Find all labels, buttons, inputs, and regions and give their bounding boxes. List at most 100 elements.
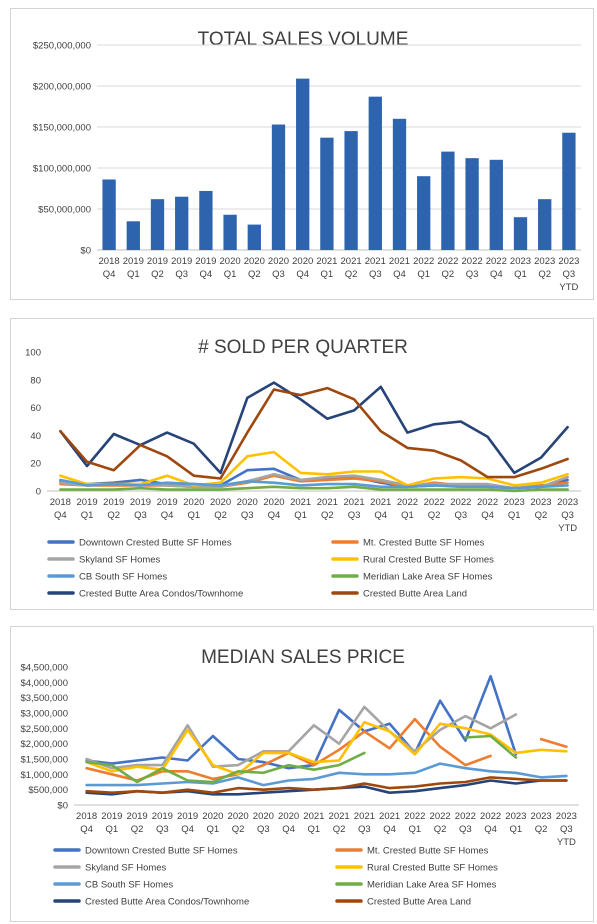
x-tick-label: 2023 — [556, 811, 577, 822]
x-tick-label: Q2 — [131, 824, 144, 835]
series-line — [85, 751, 366, 784]
x-tick-label: Q1 — [308, 824, 321, 835]
x-tick-label: Q4 — [282, 824, 295, 835]
x-tick-label: Q2 — [442, 269, 455, 280]
legend-label: Mt. Crested Butte SF Homes — [363, 538, 485, 549]
x-tick-label: YTD — [558, 523, 577, 534]
bar — [102, 179, 116, 250]
x-tick-label: 2019 — [147, 256, 168, 267]
series-line — [539, 737, 568, 748]
x-tick-label: Q1 — [409, 824, 422, 835]
bar — [271, 124, 286, 250]
y-tick-label: $0 — [80, 246, 91, 257]
bar — [513, 217, 528, 250]
x-tick-label: Q4 — [181, 824, 194, 835]
x-tick-label: Q1 — [188, 510, 201, 521]
bar — [223, 214, 237, 250]
x-tick-label: Q4 — [103, 269, 116, 280]
x-tick-label: Q3 — [156, 824, 169, 835]
x-tick-label: 2021 — [329, 811, 350, 822]
bar — [320, 137, 334, 250]
x-tick-label: 2019 — [103, 497, 124, 508]
series-line — [59, 450, 569, 487]
x-tick-label: Q4 — [490, 269, 503, 280]
x-tick-label: 2022 — [413, 256, 434, 267]
y-tick-label: $150,000,000 — [33, 123, 91, 134]
legend-label: Skyland SF Homes — [79, 555, 161, 566]
y-tick-label: $200,000,000 — [33, 82, 91, 93]
x-tick-label: Q1 — [127, 269, 140, 280]
x-tick-label: 2022 — [462, 256, 483, 267]
x-tick-label: 2022 — [430, 811, 451, 822]
legend-label: Crested Butte Area Land — [363, 589, 467, 600]
legend-label: CB South SF Homes — [79, 572, 167, 583]
x-tick-label: Q3 — [257, 824, 270, 835]
x-tick-label: 2020 — [220, 256, 241, 267]
x-tick-label: Q2 — [535, 510, 548, 521]
legend-label: Crested Butte Area Condos/Townhome — [85, 897, 249, 908]
x-tick-label: Q3 — [241, 510, 254, 521]
y-tick-label: $2,000,000 — [20, 739, 68, 750]
x-tick-label: Q4 — [200, 269, 213, 280]
series-line — [85, 776, 568, 794]
x-tick-label: Q2 — [151, 269, 164, 280]
x-tick-label: 2021 — [389, 256, 410, 267]
x-tick-label: Q1 — [417, 269, 430, 280]
legend-label: Crested Butte Area Condos/Townhome — [79, 589, 243, 600]
x-tick-label: Q4 — [374, 510, 387, 521]
x-tick-label: Q2 — [107, 510, 120, 521]
x-tick-label: Q3 — [455, 510, 468, 521]
y-tick-label: $3,500,000 — [20, 693, 68, 704]
y-tick-label: 40 — [30, 431, 41, 442]
series-line — [59, 478, 569, 490]
bar — [392, 118, 407, 250]
y-tick-label: $4,000,000 — [20, 678, 68, 689]
x-tick-label: 2023 — [530, 497, 551, 508]
x-tick-label: 2020 — [253, 811, 274, 822]
x-tick-label: Q2 — [214, 510, 227, 521]
y-tick-label: 20 — [30, 459, 41, 470]
median-sales-price-chart: MEDIAN SALES PRICE $0 $500,000 $1,000,000 $1… — [20, 647, 579, 908]
y-tick-label: $0 — [57, 801, 68, 812]
x-tick-label: Q3 — [134, 510, 147, 521]
x-tick-label: 2023 — [505, 811, 526, 822]
x-tick-label: Q2 — [321, 510, 334, 521]
x-tick-label: 2023 — [504, 497, 525, 508]
x-tick-label: Q2 — [333, 824, 346, 835]
x-tick-label: 2020 — [228, 811, 249, 822]
chart-title: MEDIAN SALES PRICE — [201, 647, 405, 668]
y-tick-label: $250,000,000 — [33, 41, 91, 52]
bar — [296, 78, 310, 251]
x-tick-label: 2019 — [157, 497, 178, 508]
x-tick-label: 2021 — [290, 497, 311, 508]
y-tick-label: 80 — [30, 375, 41, 386]
legend-label: Crested Butte Area Land — [367, 897, 471, 908]
x-tick-label: 2021 — [316, 256, 337, 267]
x-tick-label: Q1 — [294, 510, 307, 521]
series-line — [85, 720, 568, 776]
x-tick-label: Q2 — [535, 824, 548, 835]
x-tick-label: 2019 — [171, 256, 192, 267]
legend-label: Rural Crested Butte SF Homes — [363, 555, 494, 566]
x-tick-label: Q4 — [268, 510, 281, 521]
legend-label: Downtown Crested Butte SF Homes — [85, 846, 238, 857]
bar — [150, 199, 165, 250]
x-tick-label: Q1 — [224, 269, 237, 280]
x-tick-label: 2018 — [99, 256, 120, 267]
x-tick-label: 2021 — [379, 811, 400, 822]
x-tick-label: YTD — [559, 282, 578, 293]
x-tick-label: Q2 — [345, 269, 358, 280]
x-tick-label: 2023 — [510, 256, 531, 267]
x-tick-label: 2020 — [263, 497, 284, 508]
x-tick-label: 2019 — [101, 811, 122, 822]
x-tick-label: 2018 — [76, 811, 97, 822]
legend-label: Meridian Lake Area SF Homes — [367, 880, 497, 891]
x-tick-label: 2020 — [210, 497, 231, 508]
series-line — [59, 381, 569, 475]
x-tick-label: Q4 — [80, 824, 93, 835]
x-tick-label: 2020 — [202, 811, 223, 822]
total-sales-volume-chart: TOTAL SALES VOLUME $0 $50,000,000 $100,000,… — [33, 29, 581, 293]
x-tick-label: 2019 — [195, 256, 216, 267]
x-tick-label: 2019 — [127, 811, 148, 822]
y-tick-label: $4,500,000 — [20, 663, 68, 674]
